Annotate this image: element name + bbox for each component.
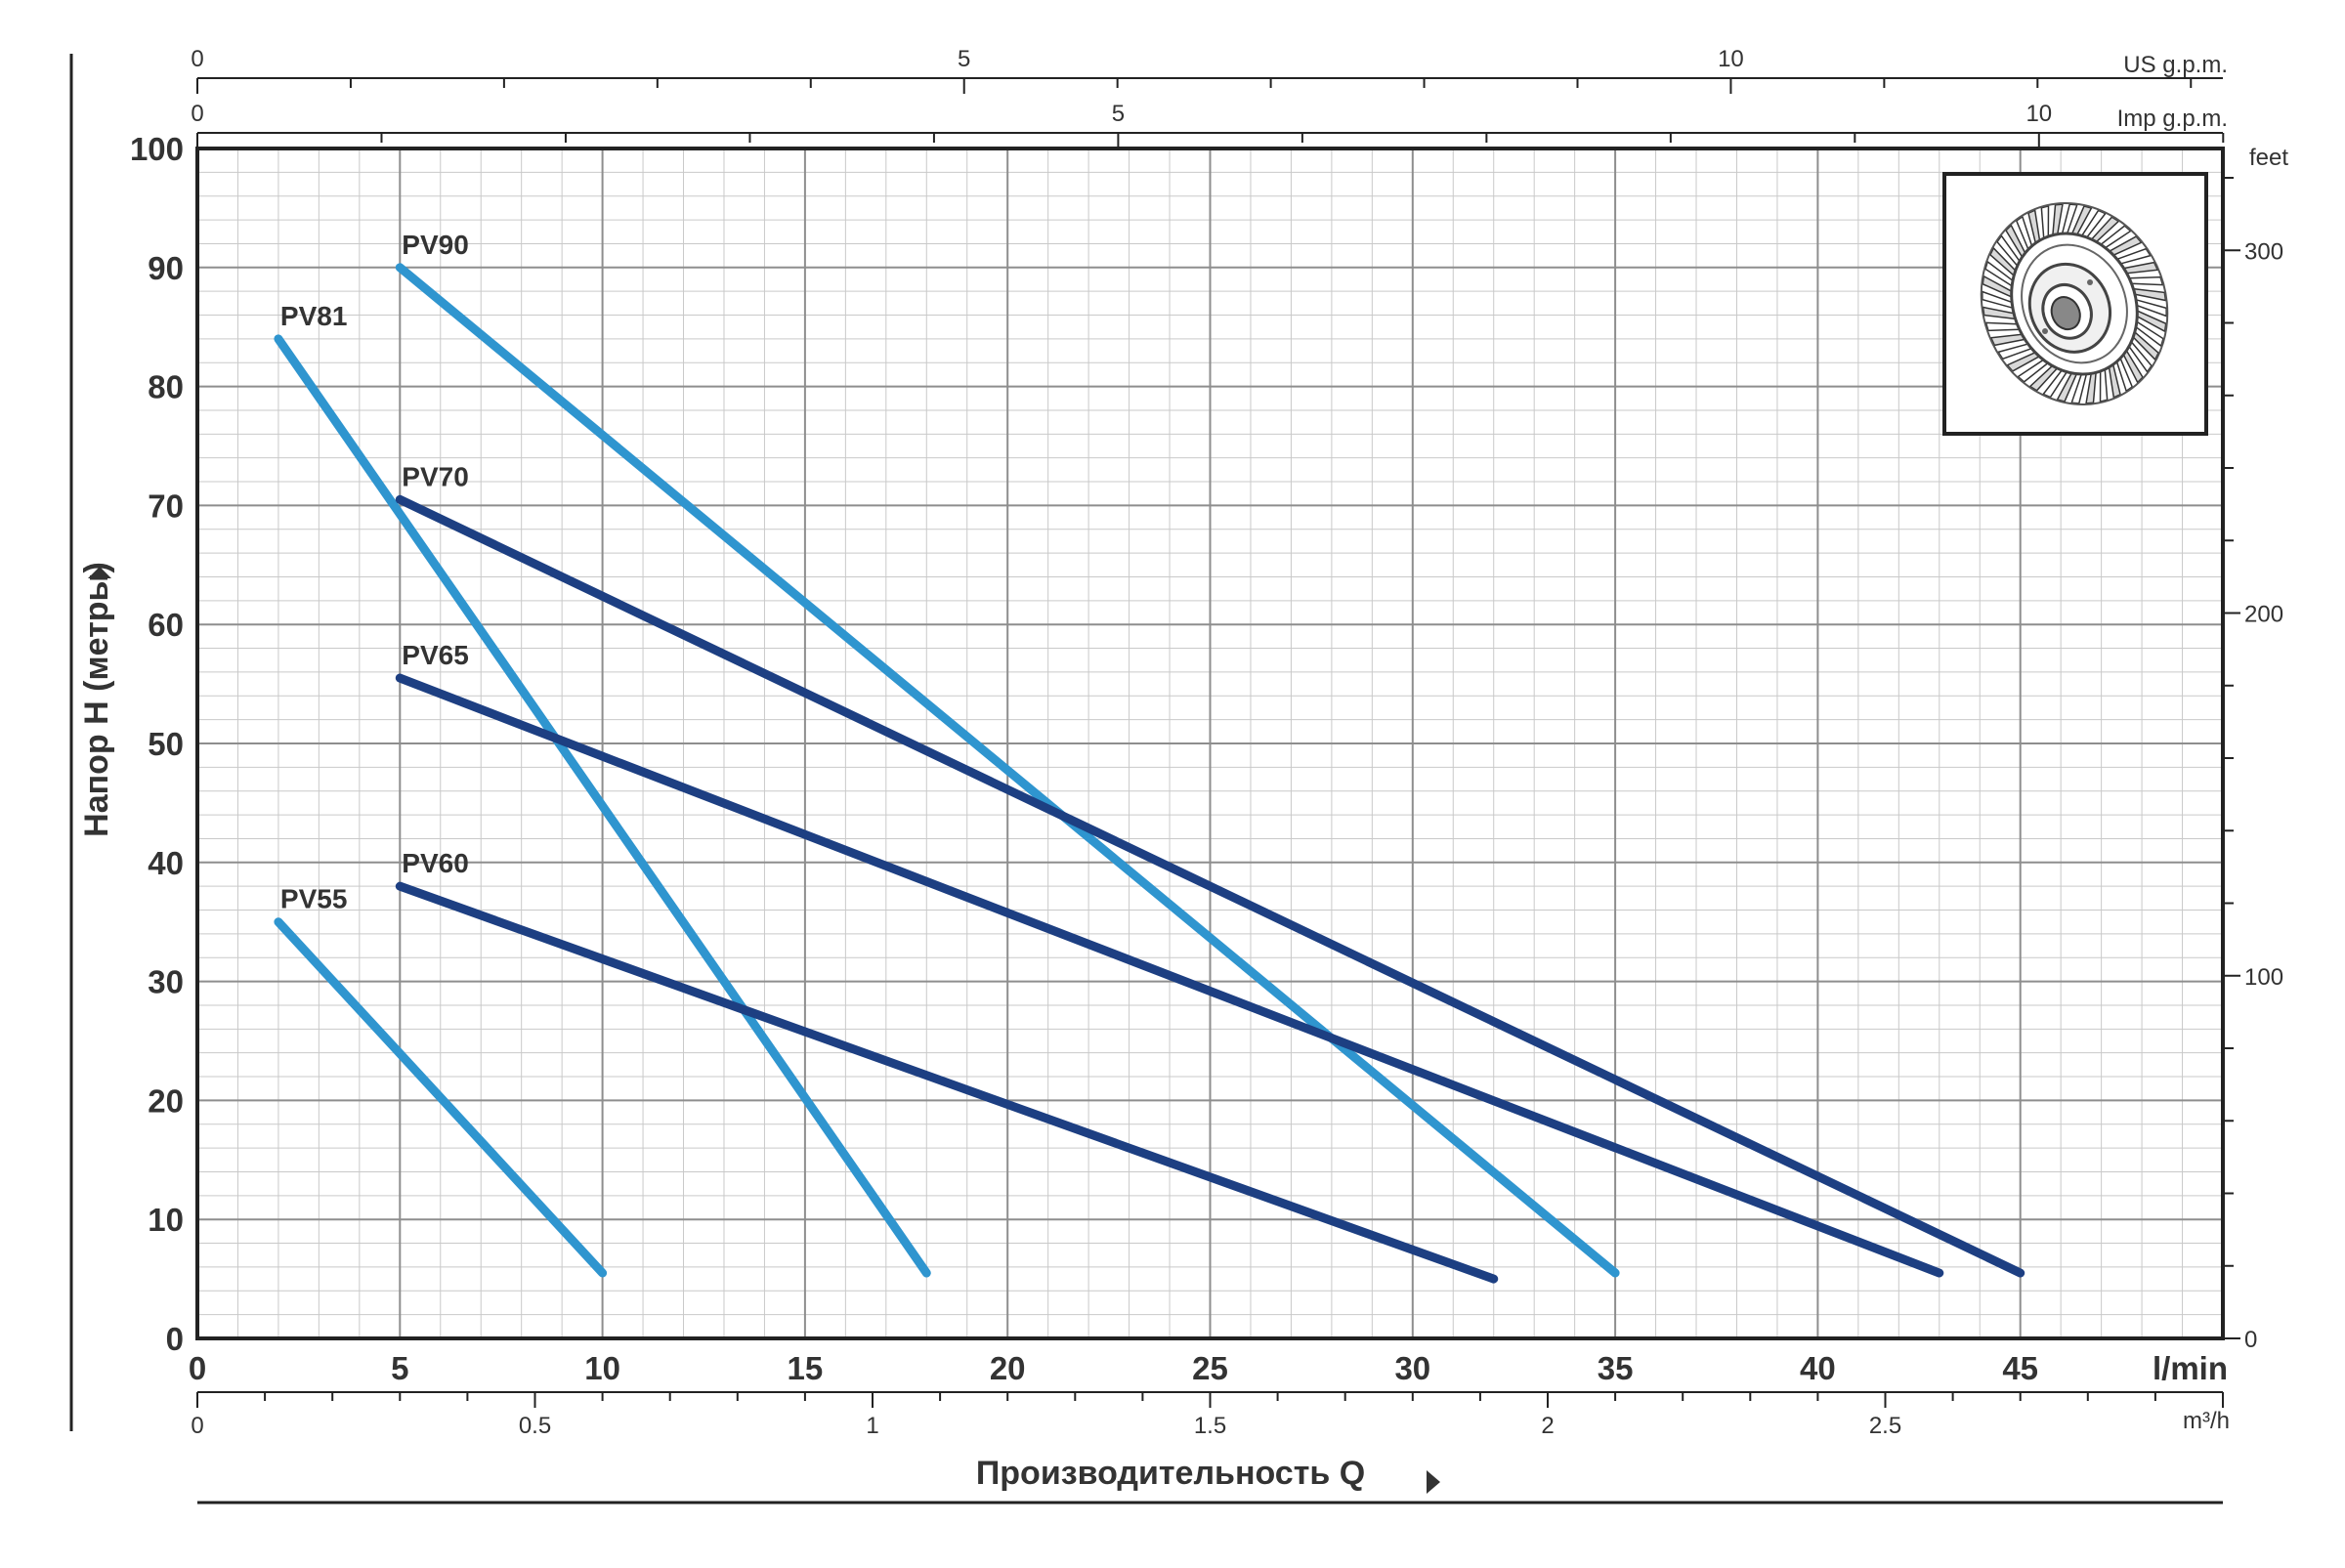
x-unit-primary: l/min <box>2153 1350 2228 1386</box>
y-tick-label: 20 <box>148 1082 184 1119</box>
series: PV55 PV81 PV90 PV70 PV65 PV60 <box>274 230 2025 1284</box>
x-axis-title: Производительность Q <box>976 1455 1365 1492</box>
series-label-pv70: PV70 <box>402 461 469 491</box>
m3h-tick-label: 2.5 <box>1869 1413 1901 1439</box>
y-tick-label: 60 <box>148 607 184 643</box>
series-label-pv90: PV90 <box>402 230 469 260</box>
x-tick-label: 25 <box>1192 1350 1228 1386</box>
y-tick-label: 100 <box>130 131 184 167</box>
series-line-pv60 <box>395 881 1499 1284</box>
x-tick-label: 30 <box>1394 1350 1430 1386</box>
series-label-pv55: PV55 <box>280 884 348 914</box>
x-tick-label: 10 <box>584 1350 620 1386</box>
series-line-pv65 <box>395 673 1944 1278</box>
x-tick-label: 35 <box>1598 1350 1634 1386</box>
series-line-pv70 <box>395 494 2025 1278</box>
feet-tick-label: 0 <box>2244 1327 2257 1353</box>
series-line-pv81 <box>274 334 931 1278</box>
plot-frame <box>69 54 2225 1504</box>
impeller-blade <box>1984 321 2021 332</box>
m3h-tick-label: 1 <box>866 1413 878 1439</box>
series-label-pv81: PV81 <box>280 301 348 331</box>
x-tick-label: 0 <box>189 1350 206 1386</box>
feet-tick-label: 200 <box>2244 602 2283 628</box>
m3h-tick-label: 1.5 <box>1194 1413 1226 1439</box>
imp-gpm-tick-label: 0 <box>191 101 203 127</box>
x-tick-label: 5 <box>391 1350 408 1386</box>
series-line-pv90 <box>395 263 1620 1278</box>
feet-tick-label: 300 <box>2244 238 2283 265</box>
series-line-pv55 <box>274 917 608 1278</box>
x-tick-label: 40 <box>1800 1350 1836 1386</box>
y-tick-label: 50 <box>148 726 184 762</box>
y-axis-arrow-icon <box>88 567 111 578</box>
m3h-tick-label: 0.5 <box>519 1413 551 1439</box>
m3h-tick-label: 2 <box>1541 1413 1554 1439</box>
y-tick-label: 70 <box>148 487 184 524</box>
us-gpm-tick-label: 0 <box>191 46 203 72</box>
y-tick-label: 10 <box>148 1202 184 1238</box>
x-unit-imp-gpm: Imp g.p.m. <box>2117 106 2228 132</box>
x-unit-us-gpm: US g.p.m. <box>2123 52 2228 78</box>
grid <box>197 148 2223 1338</box>
y-tick-label: 40 <box>148 845 184 881</box>
imp-gpm-tick-label: 5 <box>1112 101 1125 127</box>
impeller-icon <box>1980 202 2169 405</box>
us-gpm-tick-label: 5 <box>958 46 970 72</box>
imp-gpm-tick-label: 10 <box>2025 101 2052 127</box>
y-unit-feet: feet <box>2249 145 2288 171</box>
y-tick-label: 80 <box>148 369 184 405</box>
y-axis-title: Напор H (метры) <box>78 562 115 837</box>
series-label-pv60: PV60 <box>402 848 469 878</box>
plot-border <box>195 147 2225 1340</box>
x-tick-label: 20 <box>990 1350 1026 1386</box>
series-label-pv65: PV65 <box>402 640 469 670</box>
y-tick-label: 30 <box>148 964 184 1000</box>
m3h-tick-label: 0 <box>191 1413 203 1439</box>
impeller-inset <box>1942 172 2208 436</box>
x-tick-label: 15 <box>788 1350 824 1386</box>
y-tick-label: 90 <box>148 250 184 286</box>
x-unit-m3h: m³/h <box>2183 1408 2230 1434</box>
x-axis-arrow-icon <box>1427 1470 1440 1494</box>
us-gpm-tick-label: 10 <box>1718 46 1744 72</box>
impeller-blade <box>2128 275 2164 286</box>
feet-tick-label: 100 <box>2244 964 2283 991</box>
x-tick-label: 45 <box>2002 1350 2038 1386</box>
y-tick-label: 0 <box>166 1321 184 1357</box>
